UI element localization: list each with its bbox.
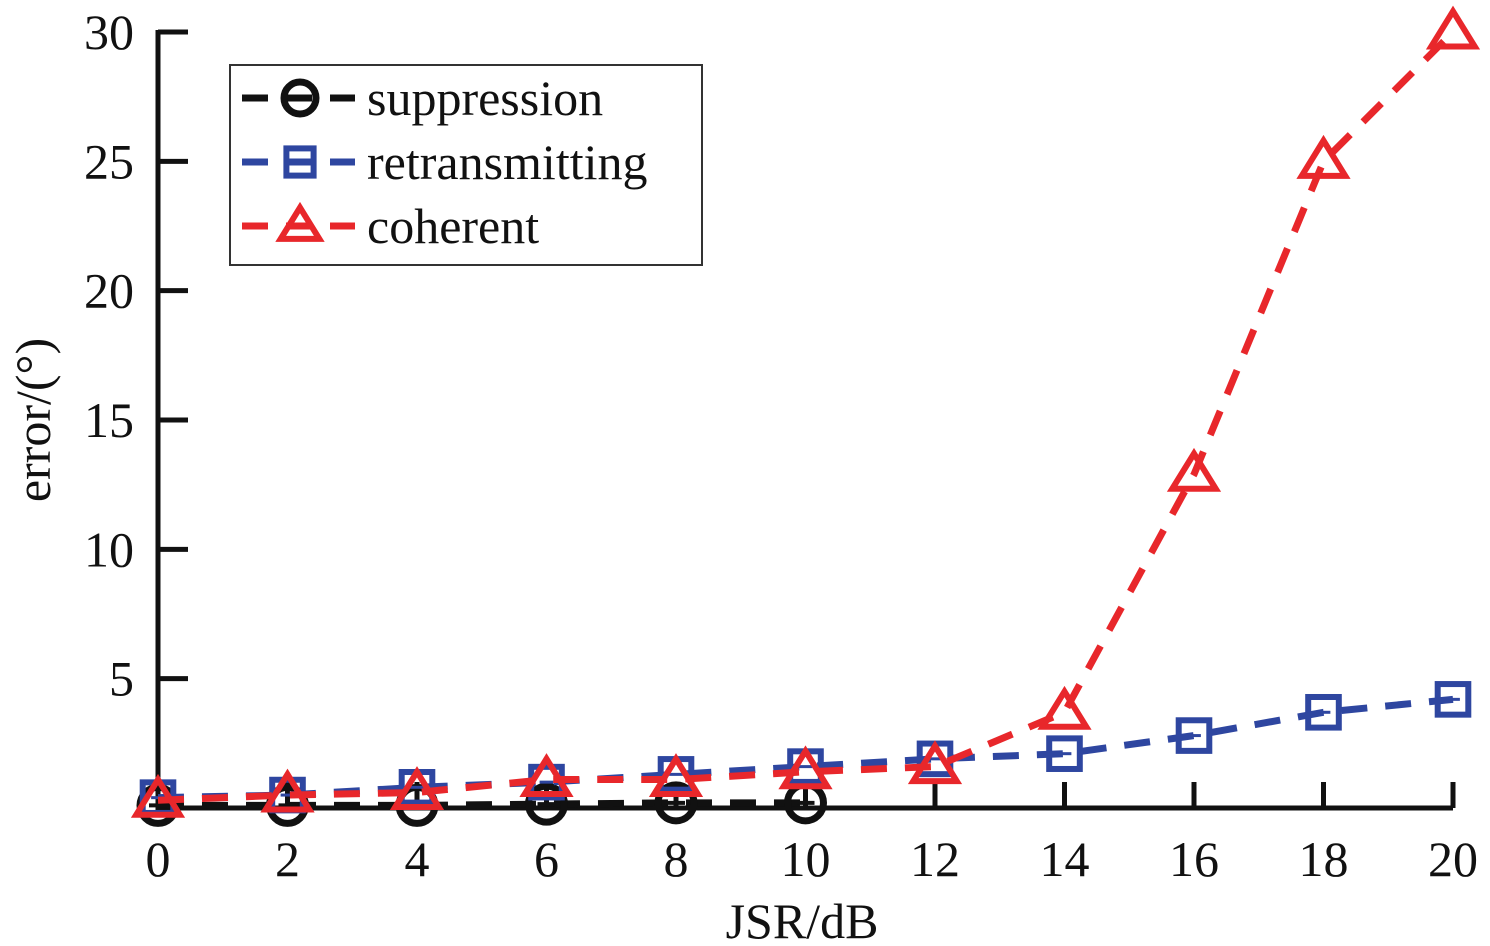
- series-coherent: [130, 5, 1481, 818]
- data-point-coherent: [519, 753, 574, 798]
- x-axis-title: JSR/dB: [726, 893, 879, 946]
- data-point-retransmitting: [1175, 717, 1213, 754]
- data-point-suppression: [525, 782, 568, 826]
- data-point-coherent: [1296, 134, 1351, 179]
- marker-box: [1175, 717, 1213, 754]
- data-point-retransmitting: [1305, 693, 1342, 731]
- data-point-coherent: [1166, 447, 1222, 492]
- data-point-coherent: [648, 753, 704, 798]
- x-tick-label: 20: [1428, 831, 1478, 887]
- legend: suppression retransmitting coherent: [229, 64, 703, 266]
- series-line-suppression: [158, 799, 806, 809]
- data-point-coherent: [130, 773, 186, 818]
- marker-box: [283, 145, 317, 179]
- legend-label: retransmitting: [367, 134, 648, 190]
- x-tick-label: 16: [1169, 831, 1219, 887]
- data-point-coherent: [778, 745, 833, 790]
- x-tick-label: 8: [664, 831, 689, 887]
- x-tick-label: 10: [781, 831, 831, 887]
- y-tick-label: 20: [84, 263, 134, 319]
- y-tick-label: 25: [84, 133, 134, 189]
- data-point-coherent: [907, 740, 963, 785]
- y-tick-label: 30: [84, 4, 134, 60]
- legend-marker: [280, 78, 320, 118]
- marker-box: [1434, 681, 1472, 718]
- legend-marker: [283, 145, 317, 179]
- series-suppression: [136, 781, 827, 827]
- marker-ring: [525, 782, 568, 826]
- x-tick-label: 12: [910, 831, 960, 887]
- legend-label: suppression: [367, 70, 603, 126]
- data-point-suppression: [654, 781, 698, 825]
- y-axis-title: error/(°): [5, 338, 61, 502]
- marker-ring: [654, 781, 698, 825]
- series-layer: [130, 5, 1481, 827]
- data-point-coherent: [1037, 685, 1092, 730]
- x-tick-label: 6: [534, 831, 559, 887]
- legend-marker: [275, 201, 325, 242]
- marker-box: [1046, 735, 1083, 772]
- legend-entry-coherent: coherent: [242, 198, 539, 254]
- data-point-coherent: [1425, 5, 1481, 50]
- legend-entry-retransmitting: retransmitting: [242, 134, 648, 190]
- x-tick-label: 0: [146, 831, 171, 887]
- x-tick-label: 4: [405, 831, 430, 887]
- data-point-coherent: [389, 766, 445, 810]
- data-point-retransmitting: [1046, 735, 1083, 772]
- legend-entry-suppression: suppression: [242, 70, 603, 126]
- marker-ring: [280, 78, 320, 118]
- y-tick-label: 15: [84, 392, 134, 448]
- x-tick-label: 2: [275, 831, 300, 887]
- y-tick-label: 10: [84, 521, 134, 577]
- marker-box: [1305, 693, 1342, 731]
- legend-label: coherent: [367, 198, 539, 254]
- data-point-coherent: [260, 768, 315, 813]
- x-tick-label: 14: [1040, 831, 1090, 887]
- y-tick-label: 5: [109, 651, 134, 707]
- data-point-retransmitting: [1434, 681, 1472, 718]
- x-tick-label: 18: [1299, 831, 1349, 887]
